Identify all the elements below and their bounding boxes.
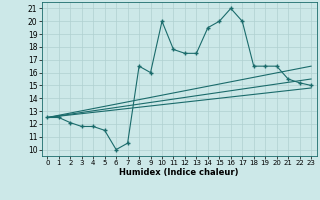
X-axis label: Humidex (Indice chaleur): Humidex (Indice chaleur)	[119, 168, 239, 177]
